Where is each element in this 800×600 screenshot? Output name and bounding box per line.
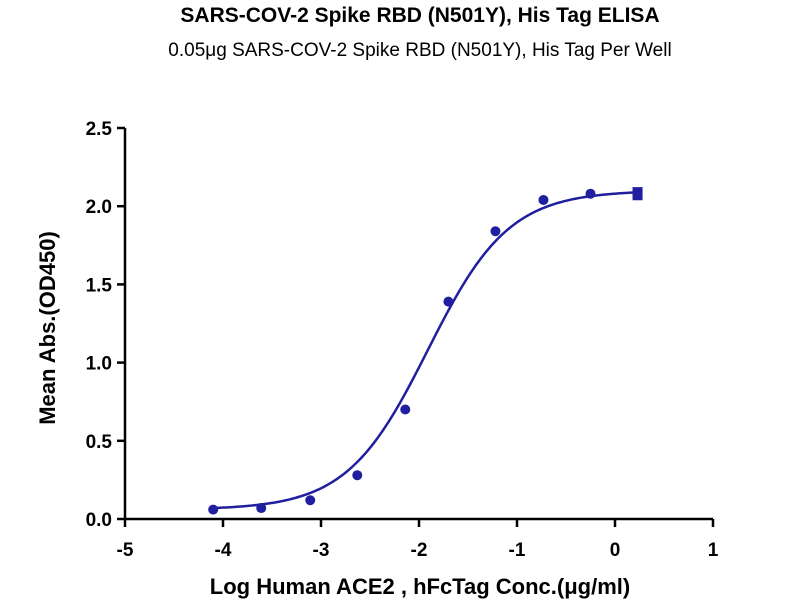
x-tick-label: -3 (313, 540, 330, 561)
data-point (490, 226, 501, 237)
data-point (443, 296, 454, 307)
y-axis-label: Mean Abs.(OD450) (35, 231, 60, 425)
axes (123, 128, 713, 521)
x-tick-label: -5 (117, 540, 134, 561)
data-point (400, 404, 411, 415)
x-axis-label: Log Human ACE2 , hFcTag Conc.(μg/ml) (210, 574, 630, 599)
y-tick-label: 2.5 (86, 119, 113, 140)
data-points (208, 187, 643, 515)
y-tick-label: 1.5 (86, 275, 113, 296)
x-tick-label: 1 (708, 540, 719, 561)
data-point (305, 495, 316, 506)
axis-ticks: -5 -4 -3 -2 -1 0 1 0.0 0.5 1.0 1.5 2.0 2.5 (86, 119, 719, 561)
x-tick-label: -4 (215, 540, 232, 561)
chart-subtitle: 0.05μg SARS-COV-2 Spike RBD (N501Y), His… (168, 40, 671, 61)
chart-title: SARS-COV-2 Spike RBD (N501Y), His Tag EL… (180, 4, 659, 27)
y-tick-label: 0.0 (86, 510, 112, 531)
data-point (352, 470, 363, 481)
x-tick-label: -2 (411, 540, 428, 561)
x-tick-label: 0 (610, 540, 621, 561)
x-tick-label: -1 (509, 540, 526, 561)
y-tick-label: 1.0 (86, 354, 112, 375)
fit-curve (213, 191, 638, 510)
y-tick-label: 0.5 (86, 432, 113, 453)
data-point (208, 504, 219, 515)
data-point (538, 194, 549, 205)
data-point (585, 188, 596, 199)
data-point-square (632, 190, 643, 201)
y-tick-label: 2.0 (86, 197, 112, 218)
data-point (256, 503, 267, 514)
